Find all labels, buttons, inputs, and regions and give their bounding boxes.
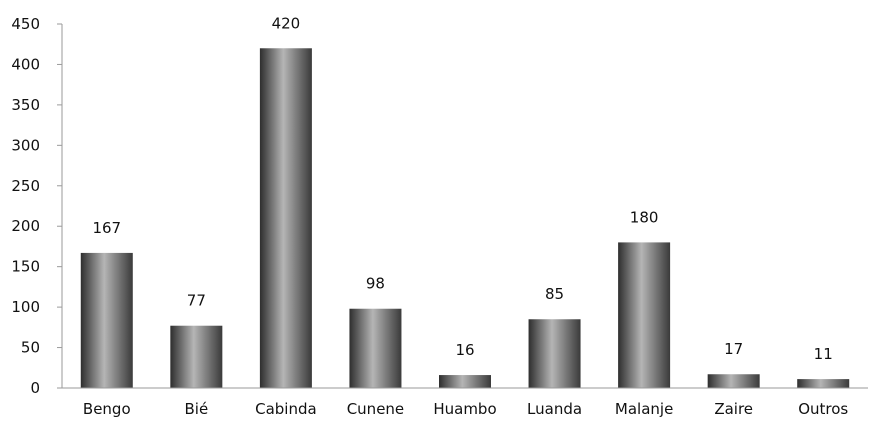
- y-tick-label: 450: [11, 15, 40, 33]
- y-tick-label: 350: [11, 96, 40, 114]
- bar-malanje: [618, 242, 671, 388]
- bar-bengo: [80, 252, 133, 388]
- x-axis-labels: Bengo Bié Cabinda Cunene Huambo Luanda Malanje…: [83, 400, 849, 418]
- x-tick-label: Zaire: [714, 400, 753, 418]
- bars-group: [80, 48, 850, 389]
- data-label: 17: [724, 340, 743, 358]
- data-label: 77: [187, 292, 206, 310]
- y-tick-label: 400: [11, 55, 40, 73]
- bar-bi-: [170, 325, 223, 388]
- bar-cunene: [349, 308, 402, 388]
- x-tick-label: Cabinda: [255, 400, 317, 418]
- data-labels-group: 167 77 420 98 16 85 180 17 11: [92, 14, 832, 363]
- bar-luanda: [528, 319, 581, 388]
- data-label: 180: [630, 208, 659, 226]
- y-tick-label: 250: [11, 177, 40, 195]
- x-tick-label: Bié: [184, 400, 208, 418]
- x-tick-label: Luanda: [527, 400, 582, 418]
- data-label: 167: [92, 219, 121, 237]
- x-tick-label: Huambo: [433, 400, 496, 418]
- y-tick-label: 0: [30, 379, 40, 397]
- y-axis-ticks: 0 50 100 150 200 250 300 350 400 450: [11, 15, 62, 397]
- bar-zaire: [707, 374, 760, 388]
- bar-outros: [797, 379, 850, 388]
- bar-huambo: [439, 375, 491, 388]
- data-label: 16: [455, 341, 474, 359]
- x-tick-label: Cunene: [347, 400, 404, 418]
- x-tick-label: Malanje: [615, 400, 673, 418]
- y-tick-label: 50: [21, 339, 40, 357]
- data-label: 11: [814, 345, 833, 363]
- data-label: 85: [545, 285, 564, 303]
- y-tick-label: 100: [11, 298, 40, 316]
- data-label: 98: [366, 275, 385, 293]
- x-tick-label: Outros: [798, 400, 848, 418]
- y-tick-label: 200: [11, 217, 40, 235]
- data-label: 420: [272, 14, 301, 32]
- x-tick-label: Bengo: [83, 400, 131, 418]
- y-tick-label: 150: [11, 258, 40, 276]
- bar-cabinda: [259, 48, 312, 389]
- y-tick-label: 300: [11, 136, 40, 154]
